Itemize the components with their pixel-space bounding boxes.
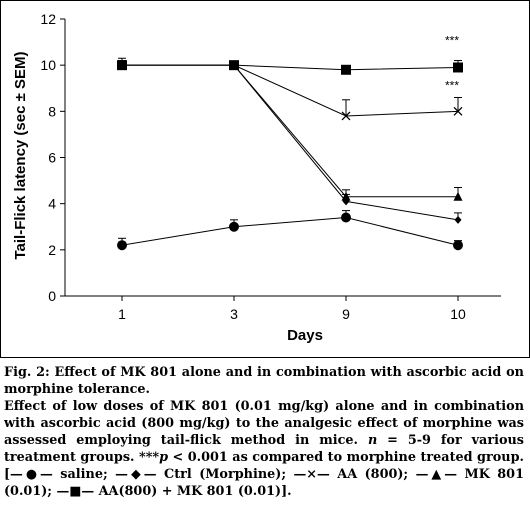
series-line-cross <box>122 64 459 117</box>
x-tick-label: 1 <box>118 306 126 322</box>
data-point-square <box>229 60 239 71</box>
caption-body: Effect of low doses of MK 801 (0.01 mg/k… <box>4 398 524 500</box>
chart-frame: 0 2 4 6 8 10 12 1 3 9 10 Days Tail-Flick latency (se… <box>0 0 530 358</box>
y-tick-label: 4 <box>48 196 56 212</box>
data-point-triangle <box>341 191 351 201</box>
y-tick-label: 2 <box>48 242 56 258</box>
significance-annotation: *** <box>445 78 459 92</box>
data-point-circle <box>229 221 239 232</box>
caption-title: Fig. 2: Effect of MK 801 alone and in co… <box>4 365 524 397</box>
x-axis-title: Days <box>287 327 323 344</box>
data-point-triangle <box>453 191 463 201</box>
x-tick-label: 3 <box>230 306 238 322</box>
caption-body-part-2: = 5-9 for various treatment groups. *** <box>4 433 524 465</box>
caption-body-part-1: Effect of low doses of MK 801 (0.01 mg/k… <box>4 399 524 448</box>
data-point-square <box>453 62 463 73</box>
y-axis-title: Tail-Flick latency (sec ± SEM) <box>12 51 29 259</box>
series-line-triangle <box>122 64 458 198</box>
line-chart: 0 2 4 6 8 10 12 1 3 9 10 Days Tail-Flick latency (se… <box>12 11 501 344</box>
y-tick-label: 8 <box>48 103 56 119</box>
figure-caption: Fig. 2: Effect of MK 801 alone and in co… <box>4 364 524 500</box>
y-tick-label: 6 <box>48 150 56 166</box>
data-point-diamond <box>454 215 462 224</box>
caption-p-symbol: p <box>159 450 169 465</box>
data-point-circle <box>453 240 463 251</box>
data-point-circle <box>341 212 351 223</box>
data-point-square <box>341 64 351 75</box>
y-tick-label: 12 <box>40 11 56 27</box>
caption-body-part-3: < 0.001 as compared to morphine treated … <box>4 450 524 499</box>
caption-n-symbol: n <box>367 433 378 448</box>
x-tick-label: 9 <box>342 306 350 322</box>
x-tick-label: 10 <box>450 306 466 322</box>
y-tick-label: 0 <box>48 288 56 304</box>
data-point-square <box>117 60 127 71</box>
series-line-circle <box>121 217 459 246</box>
series-line-square <box>122 64 459 71</box>
data-point-cross <box>453 106 463 116</box>
data-point-cross <box>341 111 351 121</box>
y-tick-label: 10 <box>40 57 56 73</box>
data-point-circle <box>117 240 127 251</box>
significance-annotation: *** <box>445 34 459 48</box>
